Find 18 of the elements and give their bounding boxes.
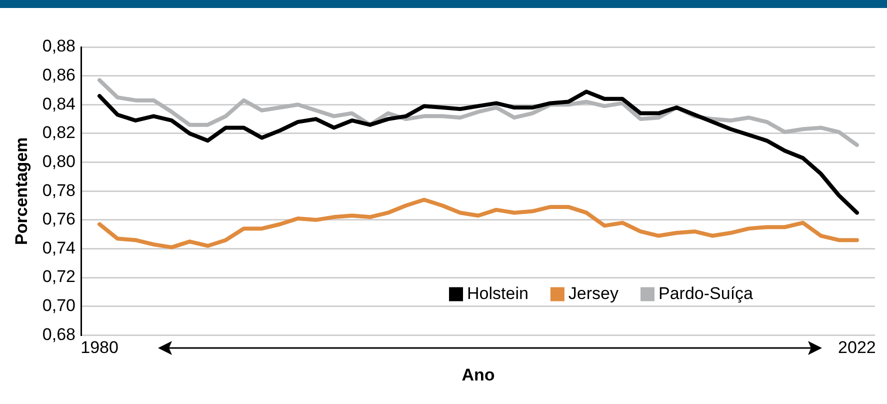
y-tick-label: 0,72	[42, 267, 76, 286]
y-tick-label: 0,76	[42, 210, 76, 229]
legend-label: Holstein	[467, 284, 528, 303]
x-tick-label: 1980	[80, 338, 118, 358]
y-tick-label: 0,88	[42, 36, 76, 56]
x-axis-title: Ano	[462, 365, 495, 384]
y-tick-label: 0,84	[42, 94, 76, 114]
y-tick-label: 0,70	[42, 296, 76, 316]
y-tick-label: 0,68	[42, 324, 76, 344]
legend-label: Pardo-Suíça	[658, 284, 754, 303]
y-axis-title: Porcentagem	[12, 137, 31, 245]
y-tick-label: 0,78	[42, 180, 76, 200]
y-tick-label: 0,82	[42, 123, 76, 142]
y-tick-label: 0,74	[42, 238, 76, 258]
y-tick-label: 0,80	[42, 152, 76, 171]
legend-label: Jersey	[568, 284, 620, 303]
x-tick-label: 2022	[838, 338, 876, 358]
y-tick-label: 0,86	[42, 66, 76, 85]
